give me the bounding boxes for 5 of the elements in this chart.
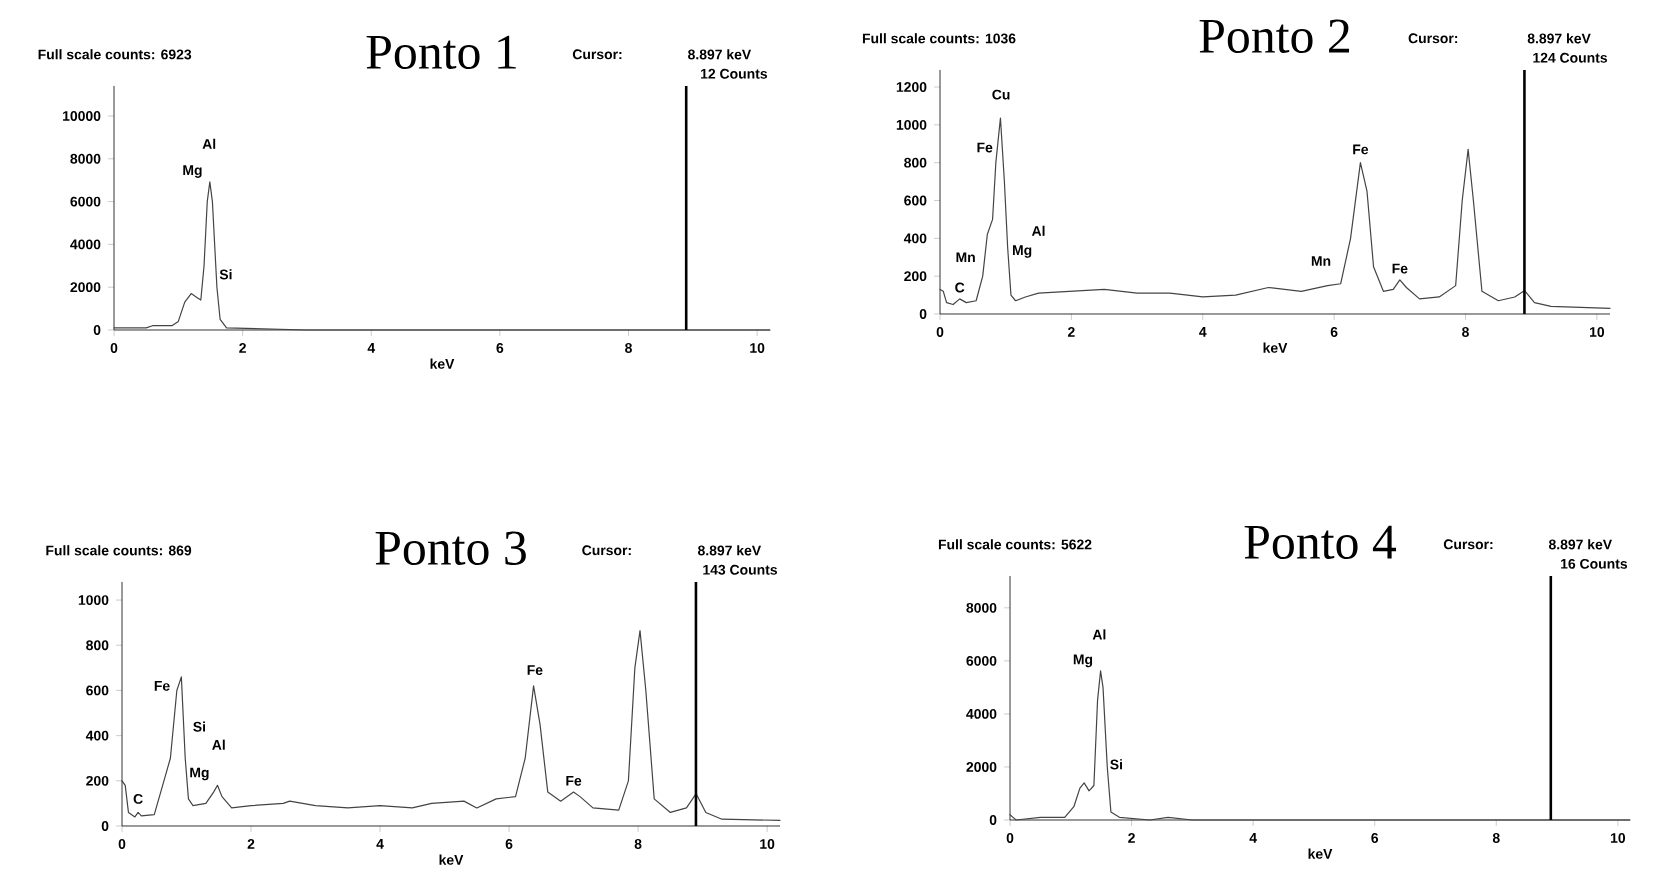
- chart-title: Ponto 3: [375, 531, 526, 566]
- chart-title: Ponto 1: [366, 35, 516, 70]
- line-series: [121, 629, 781, 821]
- chart-title: Ponto 2: [1199, 19, 1350, 54]
- chart-title: Ponto 4: [1244, 525, 1397, 560]
